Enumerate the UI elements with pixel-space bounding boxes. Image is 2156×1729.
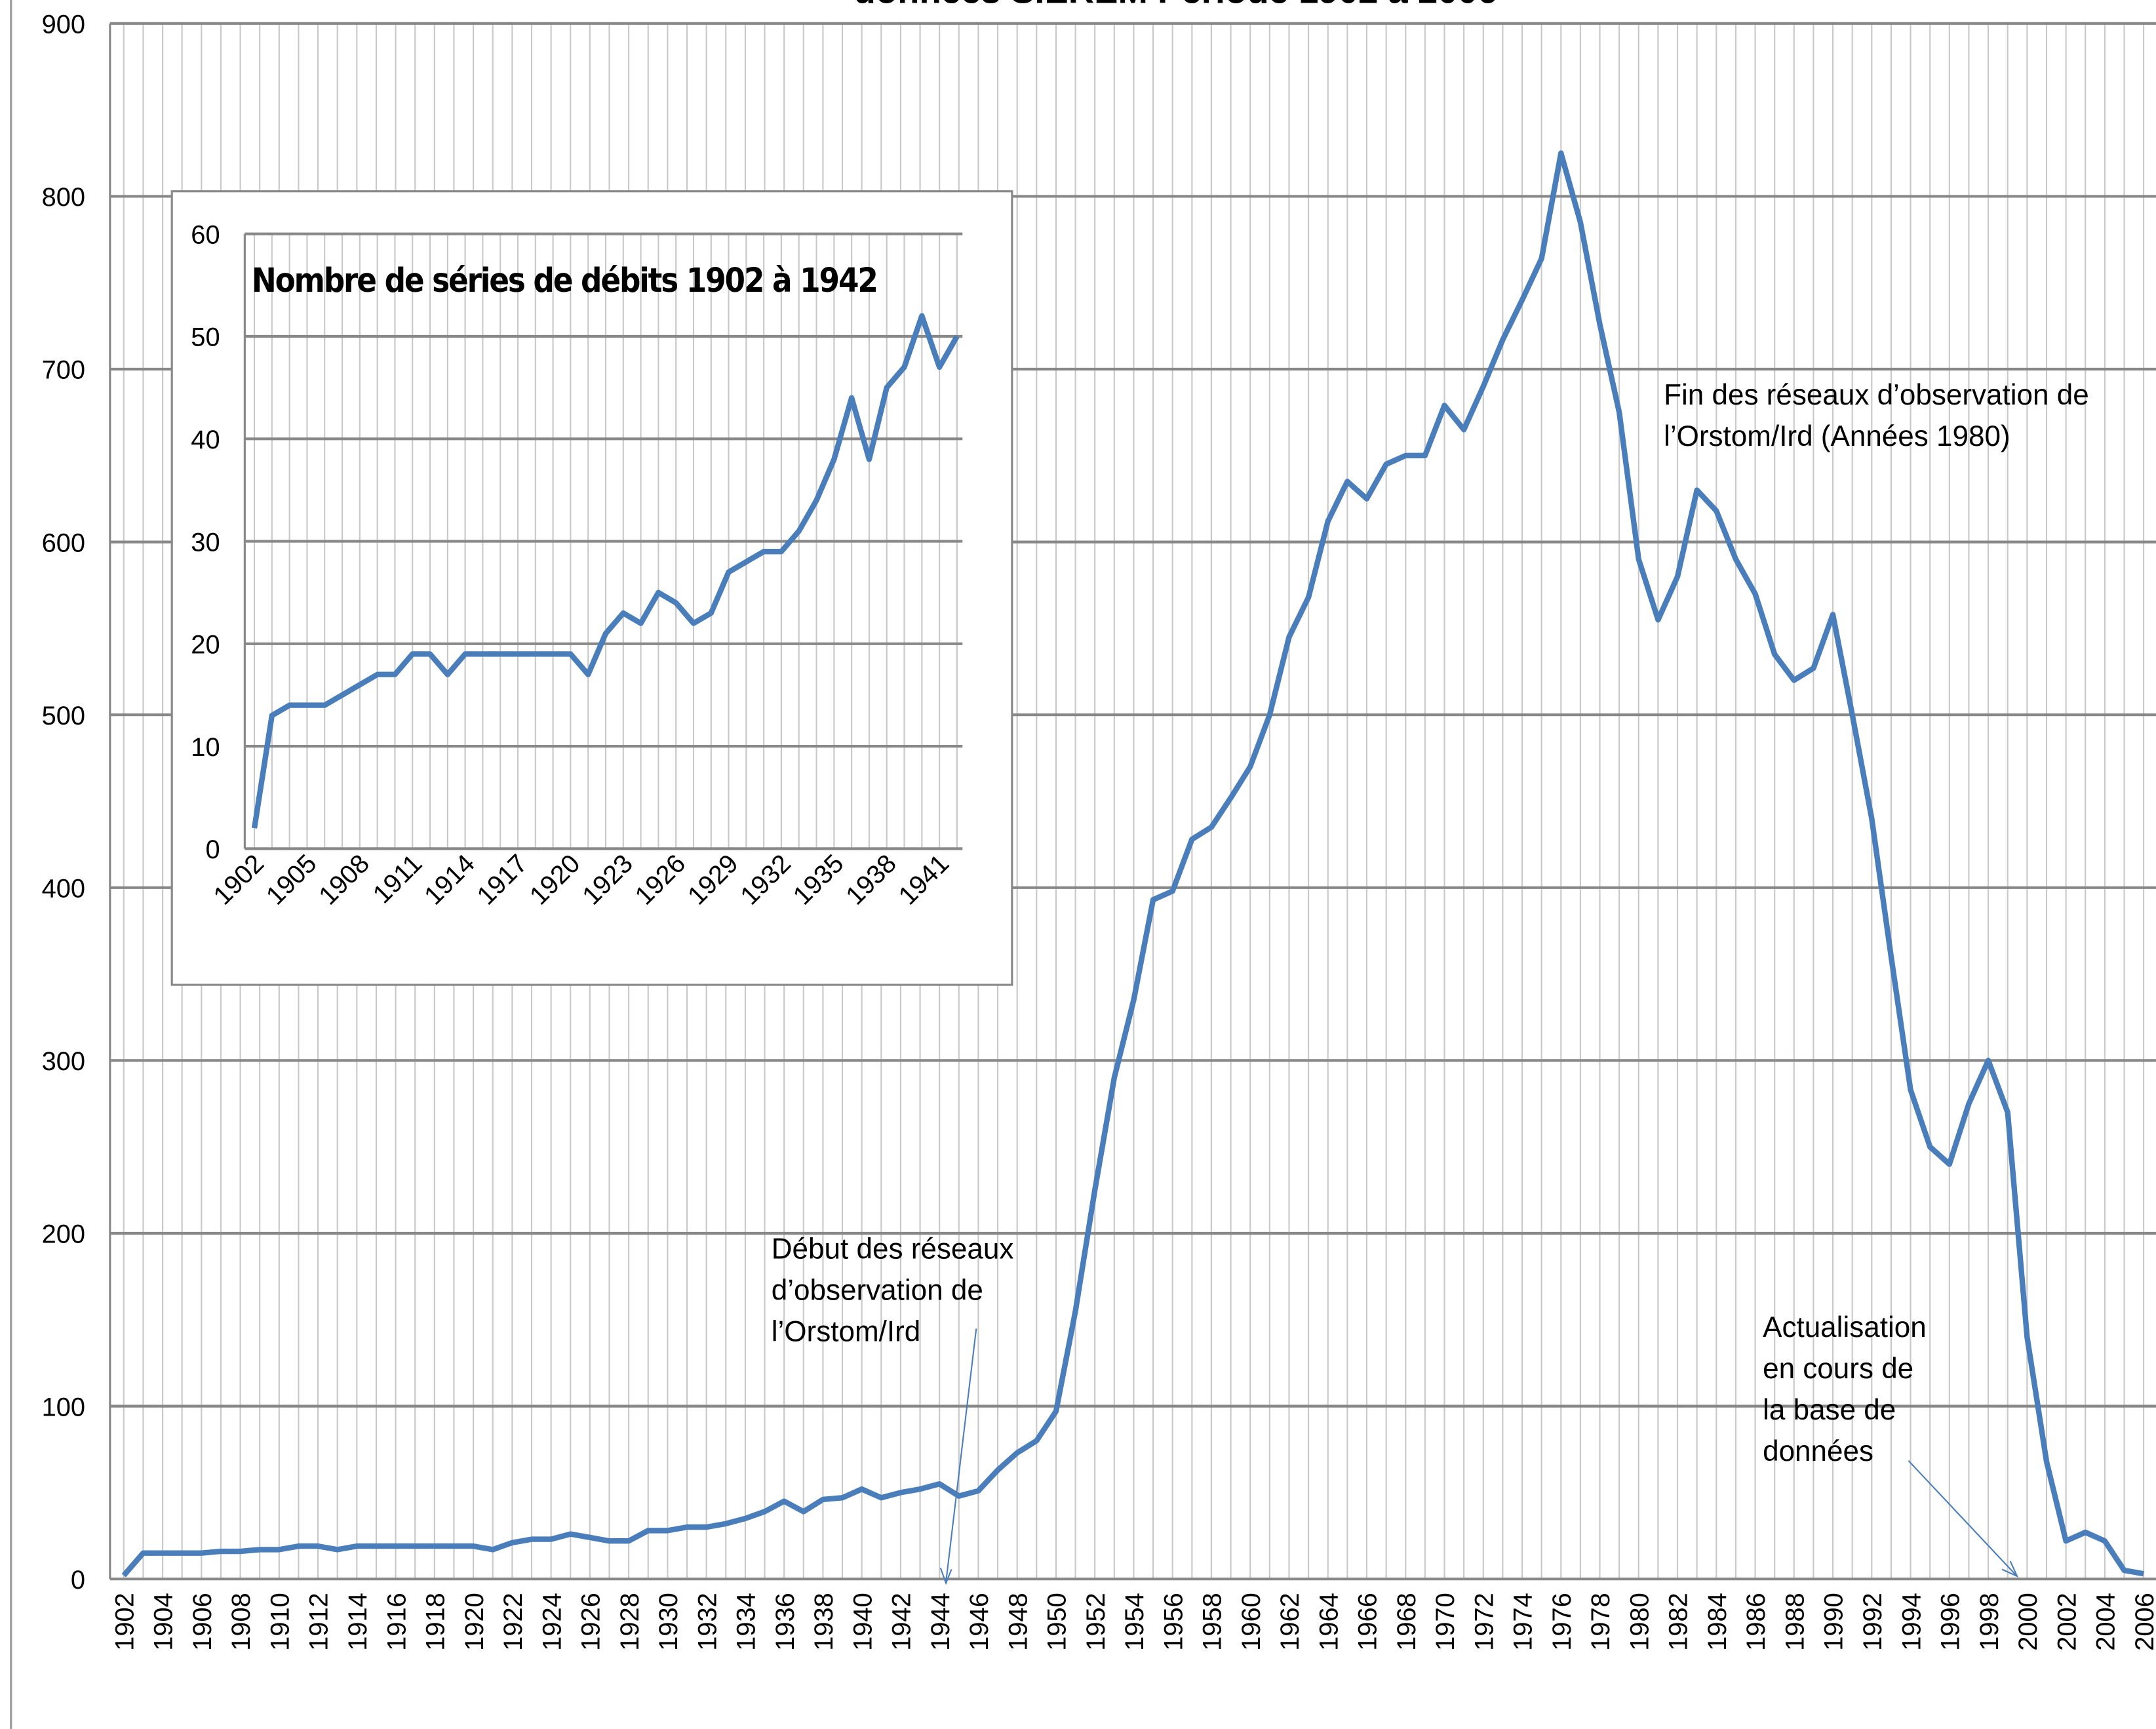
x-tick-label: 1920 — [460, 1593, 489, 1651]
x-tick-label: 1908 — [227, 1593, 256, 1651]
annotation-text: Actualisation — [1763, 1311, 1927, 1343]
arrow — [1908, 1460, 2016, 1576]
x-tick-label: 1928 — [616, 1593, 644, 1651]
x-tick-label: 1914 — [343, 1593, 372, 1651]
x-tick-label: 1976 — [1548, 1593, 1577, 1651]
x-tick-label: 1968 — [1392, 1593, 1421, 1651]
x-tick-label: 2002 — [2052, 1593, 2081, 1651]
x-tick-label: 1918 — [421, 1593, 450, 1651]
x-tick-label: 1992 — [1858, 1593, 1887, 1651]
chart-title: données SIEREM Période 1902 à 2006 — [854, 0, 1498, 10]
y-tick-label: 900 — [42, 10, 85, 39]
x-tick-label: 1904 — [149, 1593, 178, 1651]
y-tick-label: 10 — [191, 733, 220, 762]
x-tick-label: 1972 — [1470, 1593, 1499, 1651]
x-tick-label: 1952 — [1082, 1593, 1110, 1651]
x-tick-label: 1922 — [499, 1593, 528, 1651]
arrow — [945, 1328, 977, 1582]
x-tick-label: 2004 — [2092, 1593, 2121, 1651]
y-tick-label: 0 — [71, 1566, 85, 1595]
arrow-head — [939, 1568, 952, 1585]
annotation-text: la base de — [1763, 1394, 1896, 1426]
x-tick-label: 1962 — [1276, 1593, 1304, 1651]
inset-frame — [170, 190, 1013, 986]
arrow-head — [2001, 1560, 2019, 1578]
x-tick-label: 1996 — [1936, 1593, 1965, 1651]
x-tick-label: 1986 — [1742, 1593, 1771, 1651]
data-line — [251, 313, 960, 829]
x-tick-label: 1966 — [1354, 1593, 1382, 1651]
inset-chart: 0102030405060190219051908191119141917192… — [170, 190, 1013, 986]
x-tick-label: 1958 — [1198, 1593, 1227, 1651]
annotation-text: Début des réseaux — [772, 1233, 1014, 1265]
x-tick-label: 1950 — [1043, 1593, 1072, 1651]
y-tick-label: 20 — [191, 631, 220, 660]
x-tick-label: 1902 — [110, 1593, 139, 1651]
x-tick-label: 1956 — [1159, 1593, 1188, 1651]
x-tick-label: 1948 — [1004, 1593, 1032, 1651]
x-tick-label: 1924 — [538, 1593, 566, 1651]
y-tick-label: 30 — [191, 528, 220, 557]
x-tick-label: 1906 — [188, 1593, 217, 1651]
x-tick-label: 1988 — [1780, 1593, 1809, 1651]
x-tick-label: 1994 — [1897, 1593, 1926, 1651]
y-tick-label: 400 — [42, 874, 85, 903]
x-tick-label: 1926 — [577, 1593, 606, 1651]
x-tick-label: 1944 — [926, 1593, 955, 1651]
x-tick-label: 2006 — [2130, 1593, 2156, 1651]
y-tick-label: 200 — [42, 1220, 85, 1249]
y-tick-label: 800 — [42, 183, 85, 212]
x-tick-label: 1932 — [693, 1593, 722, 1651]
x-tick-label: 1970 — [1431, 1593, 1460, 1651]
annotation-text: en cours de — [1763, 1353, 1913, 1385]
y-tick-label: 600 — [42, 528, 85, 557]
x-tick-label: 1954 — [1120, 1593, 1149, 1651]
x-tick-label: 1946 — [965, 1593, 994, 1651]
y-tick-label: 40 — [191, 426, 220, 454]
y-tick-label: 100 — [42, 1393, 85, 1421]
x-tick-label: 2000 — [2014, 1593, 2043, 1651]
annotation-text: l’Orstom/Ird — [772, 1315, 921, 1347]
x-tick-label: 1980 — [1625, 1593, 1654, 1651]
y-tick-label: 500 — [42, 702, 85, 730]
x-tick-label: 1998 — [1975, 1593, 2004, 1651]
x-tick-label: 1964 — [1314, 1593, 1343, 1651]
data-line — [121, 150, 2144, 1578]
annotation-text: d’observation de — [772, 1274, 983, 1306]
x-tick-label: 1984 — [1703, 1593, 1732, 1651]
x-tick-label: 1936 — [771, 1593, 800, 1651]
annotation-text: Fin des réseaux d’observation de — [1664, 379, 2089, 411]
x-tick-label: 1990 — [1820, 1593, 1849, 1651]
x-tick-label: 1982 — [1664, 1593, 1693, 1651]
x-tick-label: 1934 — [732, 1593, 761, 1651]
annotation-text: l’Orstom/Ird (Années 1980) — [1664, 420, 2010, 452]
x-tick-label: 1930 — [654, 1593, 683, 1651]
y-tick-label: 700 — [42, 356, 85, 385]
annotations: Début des réseaux d’observation de l’Orsto… — [772, 379, 2089, 1585]
x-tick-label: 1974 — [1509, 1593, 1538, 1651]
y-tick-label: 0 — [205, 835, 220, 864]
x-tick-label: 1942 — [888, 1593, 916, 1651]
x-tick-label: 1960 — [1237, 1593, 1266, 1651]
x-tick-label: 1916 — [382, 1593, 411, 1651]
x-tick-label: 1978 — [1586, 1593, 1615, 1651]
x-tick-label: 1940 — [848, 1593, 877, 1651]
x-tick-label: 1938 — [810, 1593, 838, 1651]
y-tick-label: 50 — [191, 323, 220, 352]
y-tick-label: 60 — [191, 220, 220, 249]
x-tick-label: 1910 — [265, 1593, 294, 1651]
inset-title: Nombre de séries de débits 1902 à 1942 — [252, 261, 877, 300]
y-tick-label: 300 — [42, 1047, 85, 1076]
annotation-text: données — [1763, 1435, 1873, 1467]
x-tick-label: 1912 — [305, 1593, 334, 1651]
